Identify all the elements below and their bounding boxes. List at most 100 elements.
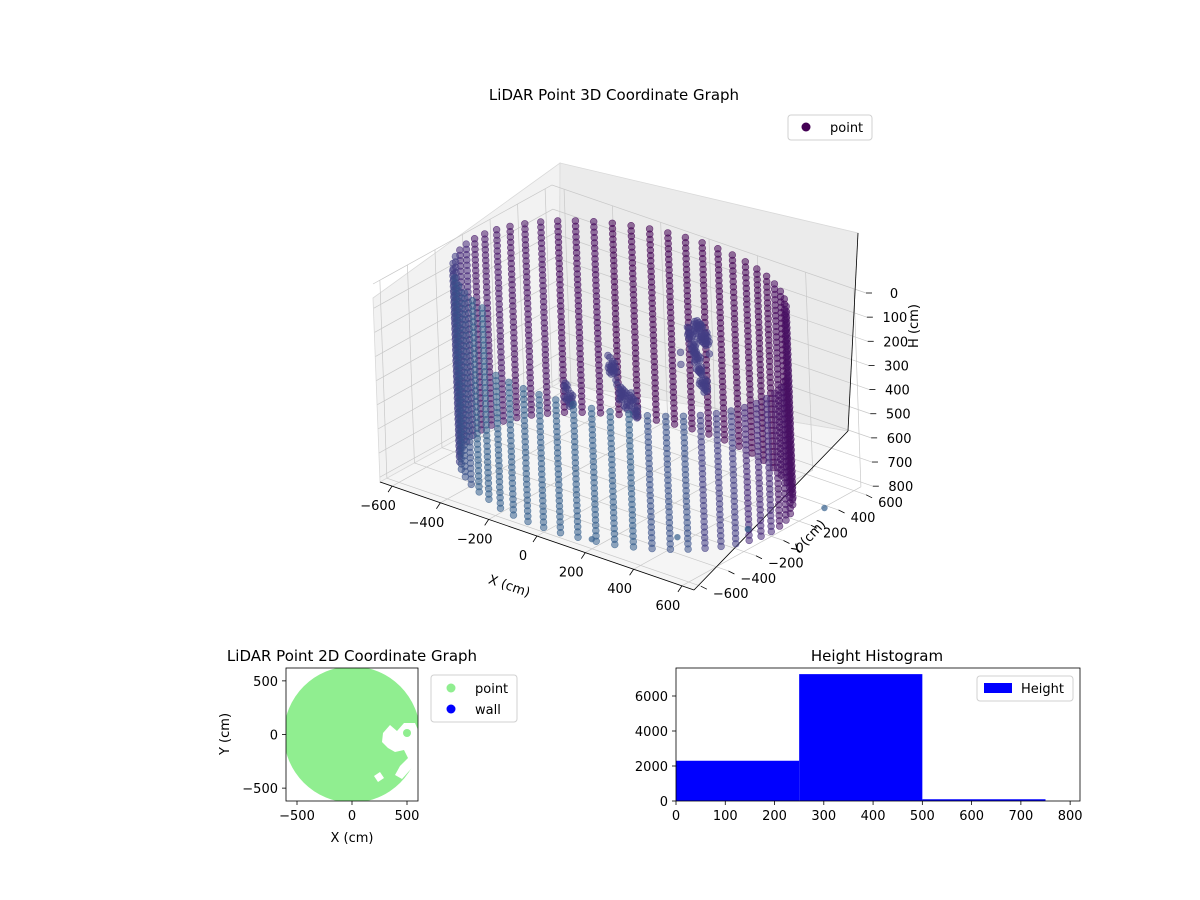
x-tick-label-3d: −200 [457, 532, 493, 547]
data-point [561, 379, 569, 387]
data-point [652, 416, 661, 424]
data-point [578, 408, 586, 416]
data-point [612, 376, 620, 384]
legend-3d: point [787, 114, 873, 141]
y-tick-3d [728, 570, 735, 575]
grid-height [374, 232, 868, 342]
data-point [670, 420, 679, 428]
y-tick-label-hist: 0 [660, 795, 668, 810]
data-point [684, 545, 692, 553]
y-tick-label-hist: 2000 [635, 760, 668, 775]
x-tick-label-hist: 300 [811, 809, 836, 824]
point-region [286, 668, 418, 801]
x-tick-label-hist: 200 [762, 809, 787, 824]
data-point [596, 409, 605, 417]
data-point-outlier [821, 504, 828, 512]
x-tick-3d [629, 569, 634, 576]
ticks-histogram: 0 100 200 300 400 500 600 700 800 0 2000 4000 6000 [635, 690, 1083, 824]
legend-2d-marker-point [446, 683, 456, 693]
y-tick-label-3d: 0 [796, 542, 804, 557]
x-axis-label-2d: X (cm) [331, 831, 374, 846]
data-point [509, 511, 518, 519]
data-point-outlier [674, 533, 681, 541]
data-point [608, 357, 617, 366]
y-tick-label-2d: −500 [242, 782, 278, 797]
data-point [527, 411, 536, 419]
data-point [567, 390, 575, 398]
x-tick-label-2d: 0 [348, 809, 356, 824]
data-point-outlier [744, 525, 752, 533]
z-tick-label-3d: 800 [888, 480, 913, 495]
y-tick-3d [865, 494, 873, 499]
x-tick-label-3d: 400 [607, 582, 632, 597]
plot-2d-area [286, 668, 418, 801]
data-point [629, 543, 638, 551]
data-point [543, 409, 552, 417]
z-tick-label-3d: 300 [884, 359, 909, 374]
data-point [467, 480, 475, 489]
data-point [692, 365, 701, 373]
grid-height [373, 208, 867, 318]
data-point [648, 544, 656, 553]
legend-hist-box [976, 675, 1074, 702]
z-tick-label-3d: 200 [883, 335, 908, 350]
data-point [676, 348, 685, 357]
data-point [604, 351, 612, 360]
x-tick-3d [387, 485, 393, 493]
data-point [688, 425, 696, 433]
grid-height [372, 184, 867, 294]
legend-hist-swatch [984, 683, 1012, 693]
data-point [666, 545, 675, 553]
y-tick-label-2d: 0 [270, 729, 278, 744]
y-tick-label-3d: 600 [878, 496, 903, 511]
grid-side-y [434, 249, 443, 448]
grid-height [376, 281, 870, 390]
ticks-3d: −600−400−2000200400600−600−400−200020040… [360, 287, 913, 614]
grid-floor-y [414, 462, 729, 572]
x-tick-label-hist: 100 [713, 809, 738, 824]
data-point [696, 377, 704, 385]
point-region-gap-small [374, 772, 384, 782]
data-point [560, 408, 569, 416]
data-point [475, 488, 483, 496]
point-region-gap [382, 723, 418, 779]
y-tick-3d [700, 585, 708, 590]
chart-2d-title: LiDAR Point 2D Coordinate Graph [227, 647, 477, 665]
histogram-bars [676, 674, 1046, 801]
data-point [496, 504, 505, 512]
data-point [690, 317, 699, 326]
grid-floor-y [386, 477, 701, 587]
legend-3d-box [787, 114, 873, 141]
grid-floor-y [469, 432, 784, 541]
y-tick-label-3d: −400 [740, 572, 776, 587]
x-tick-3d [436, 502, 441, 509]
y-tick-3d [755, 555, 763, 560]
histogram-frame [675, 667, 1081, 802]
grid-side-y [407, 264, 415, 463]
y-tick-label-hist: 6000 [635, 690, 668, 705]
data-point [701, 544, 709, 552]
legend-2d-label-wall: wall [475, 703, 501, 718]
y-axis-label-2d: Y (cm) [218, 713, 233, 756]
z-tick-label-3d: 500 [886, 408, 911, 423]
grid-back-x [853, 288, 862, 487]
x-tick-3d [484, 519, 490, 526]
histogram-bar [922, 799, 1046, 801]
y-tick-label-3d: −200 [768, 557, 804, 572]
lidar-2d-plot: LiDAR Point 2D Coordinate Graph −500 0 500… [218, 647, 518, 846]
z-tick-label-3d: 600 [887, 432, 912, 447]
x-axis-label-3d: X (cm) [486, 573, 532, 601]
grid-side-y [544, 188, 553, 387]
grid-height [375, 257, 869, 366]
x-tick-label-hist: 400 [861, 809, 886, 824]
data-point [705, 430, 713, 438]
data-point [775, 522, 784, 530]
y-tick-3d [810, 524, 818, 529]
z-tick-label-3d: 400 [885, 384, 910, 399]
x-tick-label-2d: 500 [395, 809, 420, 824]
data-point [556, 528, 565, 537]
x-tick-label-3d: 200 [559, 566, 584, 581]
z-tick-label-3d: 0 [890, 287, 898, 302]
grid-back-x [805, 272, 813, 471]
